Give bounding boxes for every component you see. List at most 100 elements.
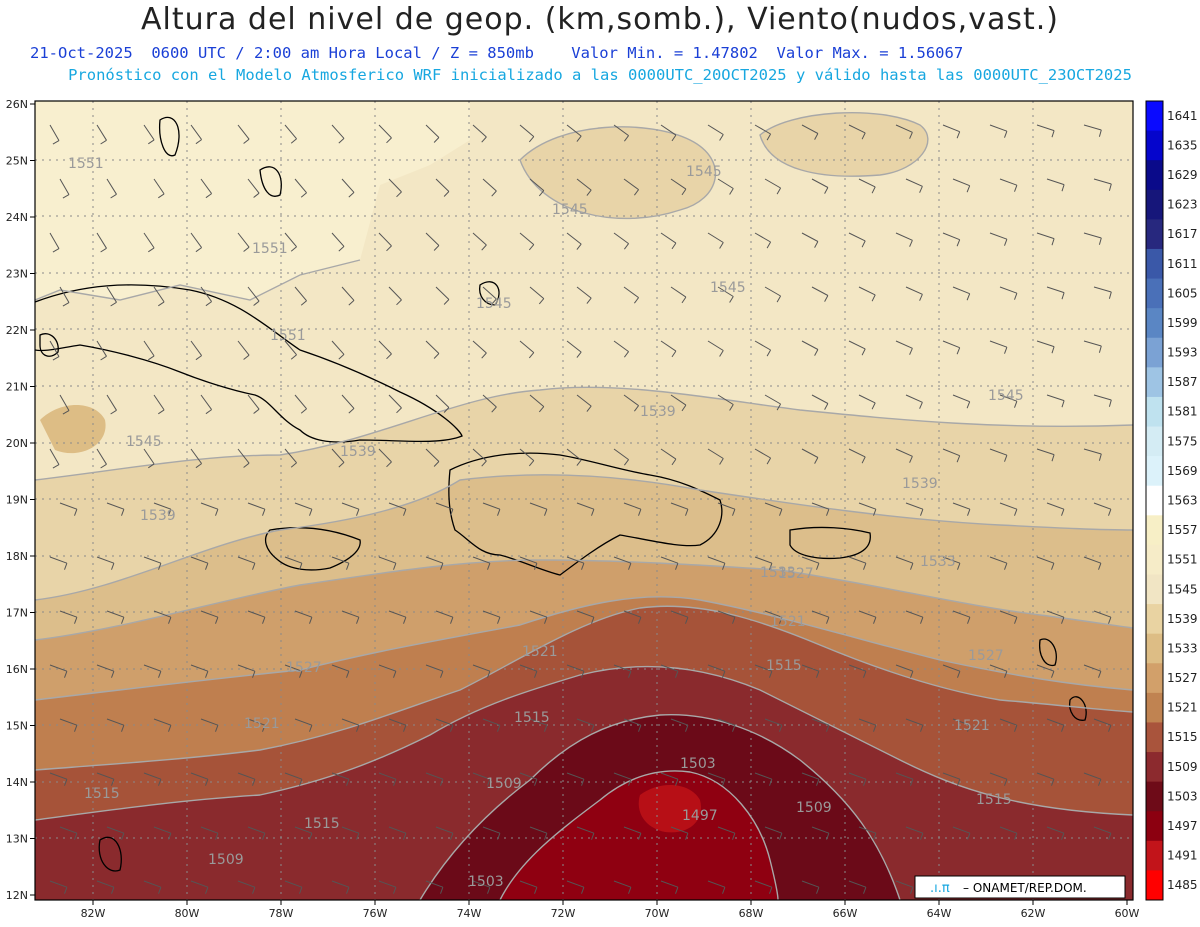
wind-barb-staff: [1036, 556, 1055, 564]
contour-label: 1539: [340, 444, 376, 460]
wind-barb-staff: [341, 394, 355, 409]
wind-barb-staff: [801, 772, 820, 780]
wind-barb-staff: [801, 664, 820, 672]
wind-barb-feather: [766, 457, 772, 465]
wind-barb-staff: [905, 718, 924, 726]
wind-barb-feather: [74, 833, 78, 840]
wind-barb-feather: [1051, 454, 1055, 462]
wind-barb-staff: [1036, 448, 1055, 456]
wind-barb-staff: [670, 718, 689, 726]
contour-label: 1509: [796, 800, 832, 816]
wind-barb-staff: [59, 718, 78, 726]
wind-barb-feather: [158, 779, 162, 786]
wind-barb-staff: [190, 664, 209, 672]
wind-barb-staff: [905, 826, 924, 834]
wind-barb-staff: [1036, 124, 1055, 132]
colorbar-swatch: [1146, 396, 1163, 428]
wind-barb-staff: [1093, 610, 1112, 618]
wind-barb-staff: [848, 880, 867, 888]
wind-barb-staff: [284, 448, 297, 464]
wind-barb-staff: [670, 610, 689, 618]
colorbar-swatch: [1146, 811, 1163, 842]
wind-barb-feather: [168, 509, 172, 516]
wind-barb-feather: [534, 671, 538, 678]
wind-barb-feather: [769, 779, 773, 786]
wind-barb-feather: [675, 887, 679, 894]
colorbar-swatch: [1146, 337, 1163, 368]
wind-barb-staff: [576, 178, 592, 191]
wind-barb-staff: [905, 178, 923, 187]
wind-barb-staff: [247, 178, 260, 194]
wind-barb-staff: [143, 664, 162, 672]
wind-barb-feather: [195, 463, 202, 469]
wind-barb-staff: [435, 286, 450, 300]
wind-barb-staff: [895, 448, 913, 457]
wind-barb-feather: [491, 298, 497, 305]
wind-barb-staff: [284, 124, 297, 140]
wind-barb-feather: [586, 189, 592, 196]
wind-barb-feather: [262, 725, 266, 732]
wind-barb-feather: [100, 463, 107, 469]
wind-barb-staff: [1083, 340, 1102, 347]
lon-label: 72W: [551, 907, 576, 920]
wind-barb-staff: [331, 880, 350, 888]
wind-barb-feather: [168, 833, 172, 840]
wind-barb-staff: [284, 556, 303, 564]
wind-barb-feather: [1061, 184, 1065, 192]
wind-barb-feather: [110, 409, 117, 415]
wind-barb-feather: [861, 132, 866, 140]
wind-barb-feather: [1004, 779, 1008, 786]
wind-barb-feather: [121, 509, 125, 516]
wind-barb-staff: [190, 124, 203, 140]
wind-barb-feather: [1051, 779, 1055, 786]
wind-barb-staff: [106, 178, 117, 195]
wind-barb-feather: [1014, 509, 1018, 516]
wind-barb-feather: [816, 779, 820, 786]
wind-barb-staff: [529, 826, 548, 834]
wind-barb-feather: [576, 135, 582, 142]
wind-barb-staff: [989, 232, 1008, 240]
wind-barb-feather: [538, 190, 545, 197]
wind-barb-staff: [989, 124, 1008, 132]
wind-barb-feather: [863, 563, 867, 570]
wind-barb-staff: [999, 178, 1018, 186]
wind-barb-staff: [1036, 232, 1055, 240]
wind-barb-feather: [1014, 185, 1018, 192]
wind-barb-staff: [49, 772, 68, 780]
wind-barb-feather: [205, 193, 212, 199]
wind-barb-staff: [294, 502, 313, 510]
wind-barb-feather: [538, 406, 545, 413]
wind-barb-staff: [905, 286, 923, 295]
contour-label: 1545: [988, 388, 1024, 404]
wind-barb-feather: [1098, 237, 1102, 245]
wind-barb-staff: [764, 178, 781, 189]
wind-barb-feather: [681, 188, 687, 196]
wind-barb-staff: [858, 178, 876, 188]
wind-barb-staff: [764, 286, 781, 297]
wind-barb-staff: [1093, 286, 1112, 293]
wind-barb-feather: [148, 463, 155, 469]
wind-barb-feather: [581, 887, 585, 894]
wind-barb-feather: [168, 725, 172, 732]
wind-barb-staff: [811, 178, 829, 188]
colorbar-label: 1581: [1167, 405, 1198, 419]
wind-barb-staff: [670, 394, 687, 406]
wind-barb-staff: [1093, 178, 1112, 185]
wind-barb-staff: [566, 232, 582, 245]
wind-barb-feather: [52, 464, 60, 469]
wind-barb-feather: [591, 617, 595, 624]
colorbar-label: 1635: [1167, 138, 1198, 152]
wind-barb-staff: [190, 880, 209, 888]
wind-barb-feather: [675, 671, 679, 678]
wind-barb-staff: [519, 772, 538, 780]
wind-barb-feather: [586, 297, 592, 304]
wind-barb-feather: [290, 246, 297, 252]
wind-barb-feather: [956, 239, 961, 247]
wind-barb-staff: [895, 556, 914, 564]
wind-barb-feather: [863, 671, 867, 678]
wind-barb-feather: [638, 725, 642, 732]
colorbar-label: 1491: [1167, 849, 1198, 863]
wind-barb-feather: [824, 403, 829, 410]
wind-barb-feather: [403, 509, 407, 516]
wind-barb-staff: [764, 394, 781, 405]
